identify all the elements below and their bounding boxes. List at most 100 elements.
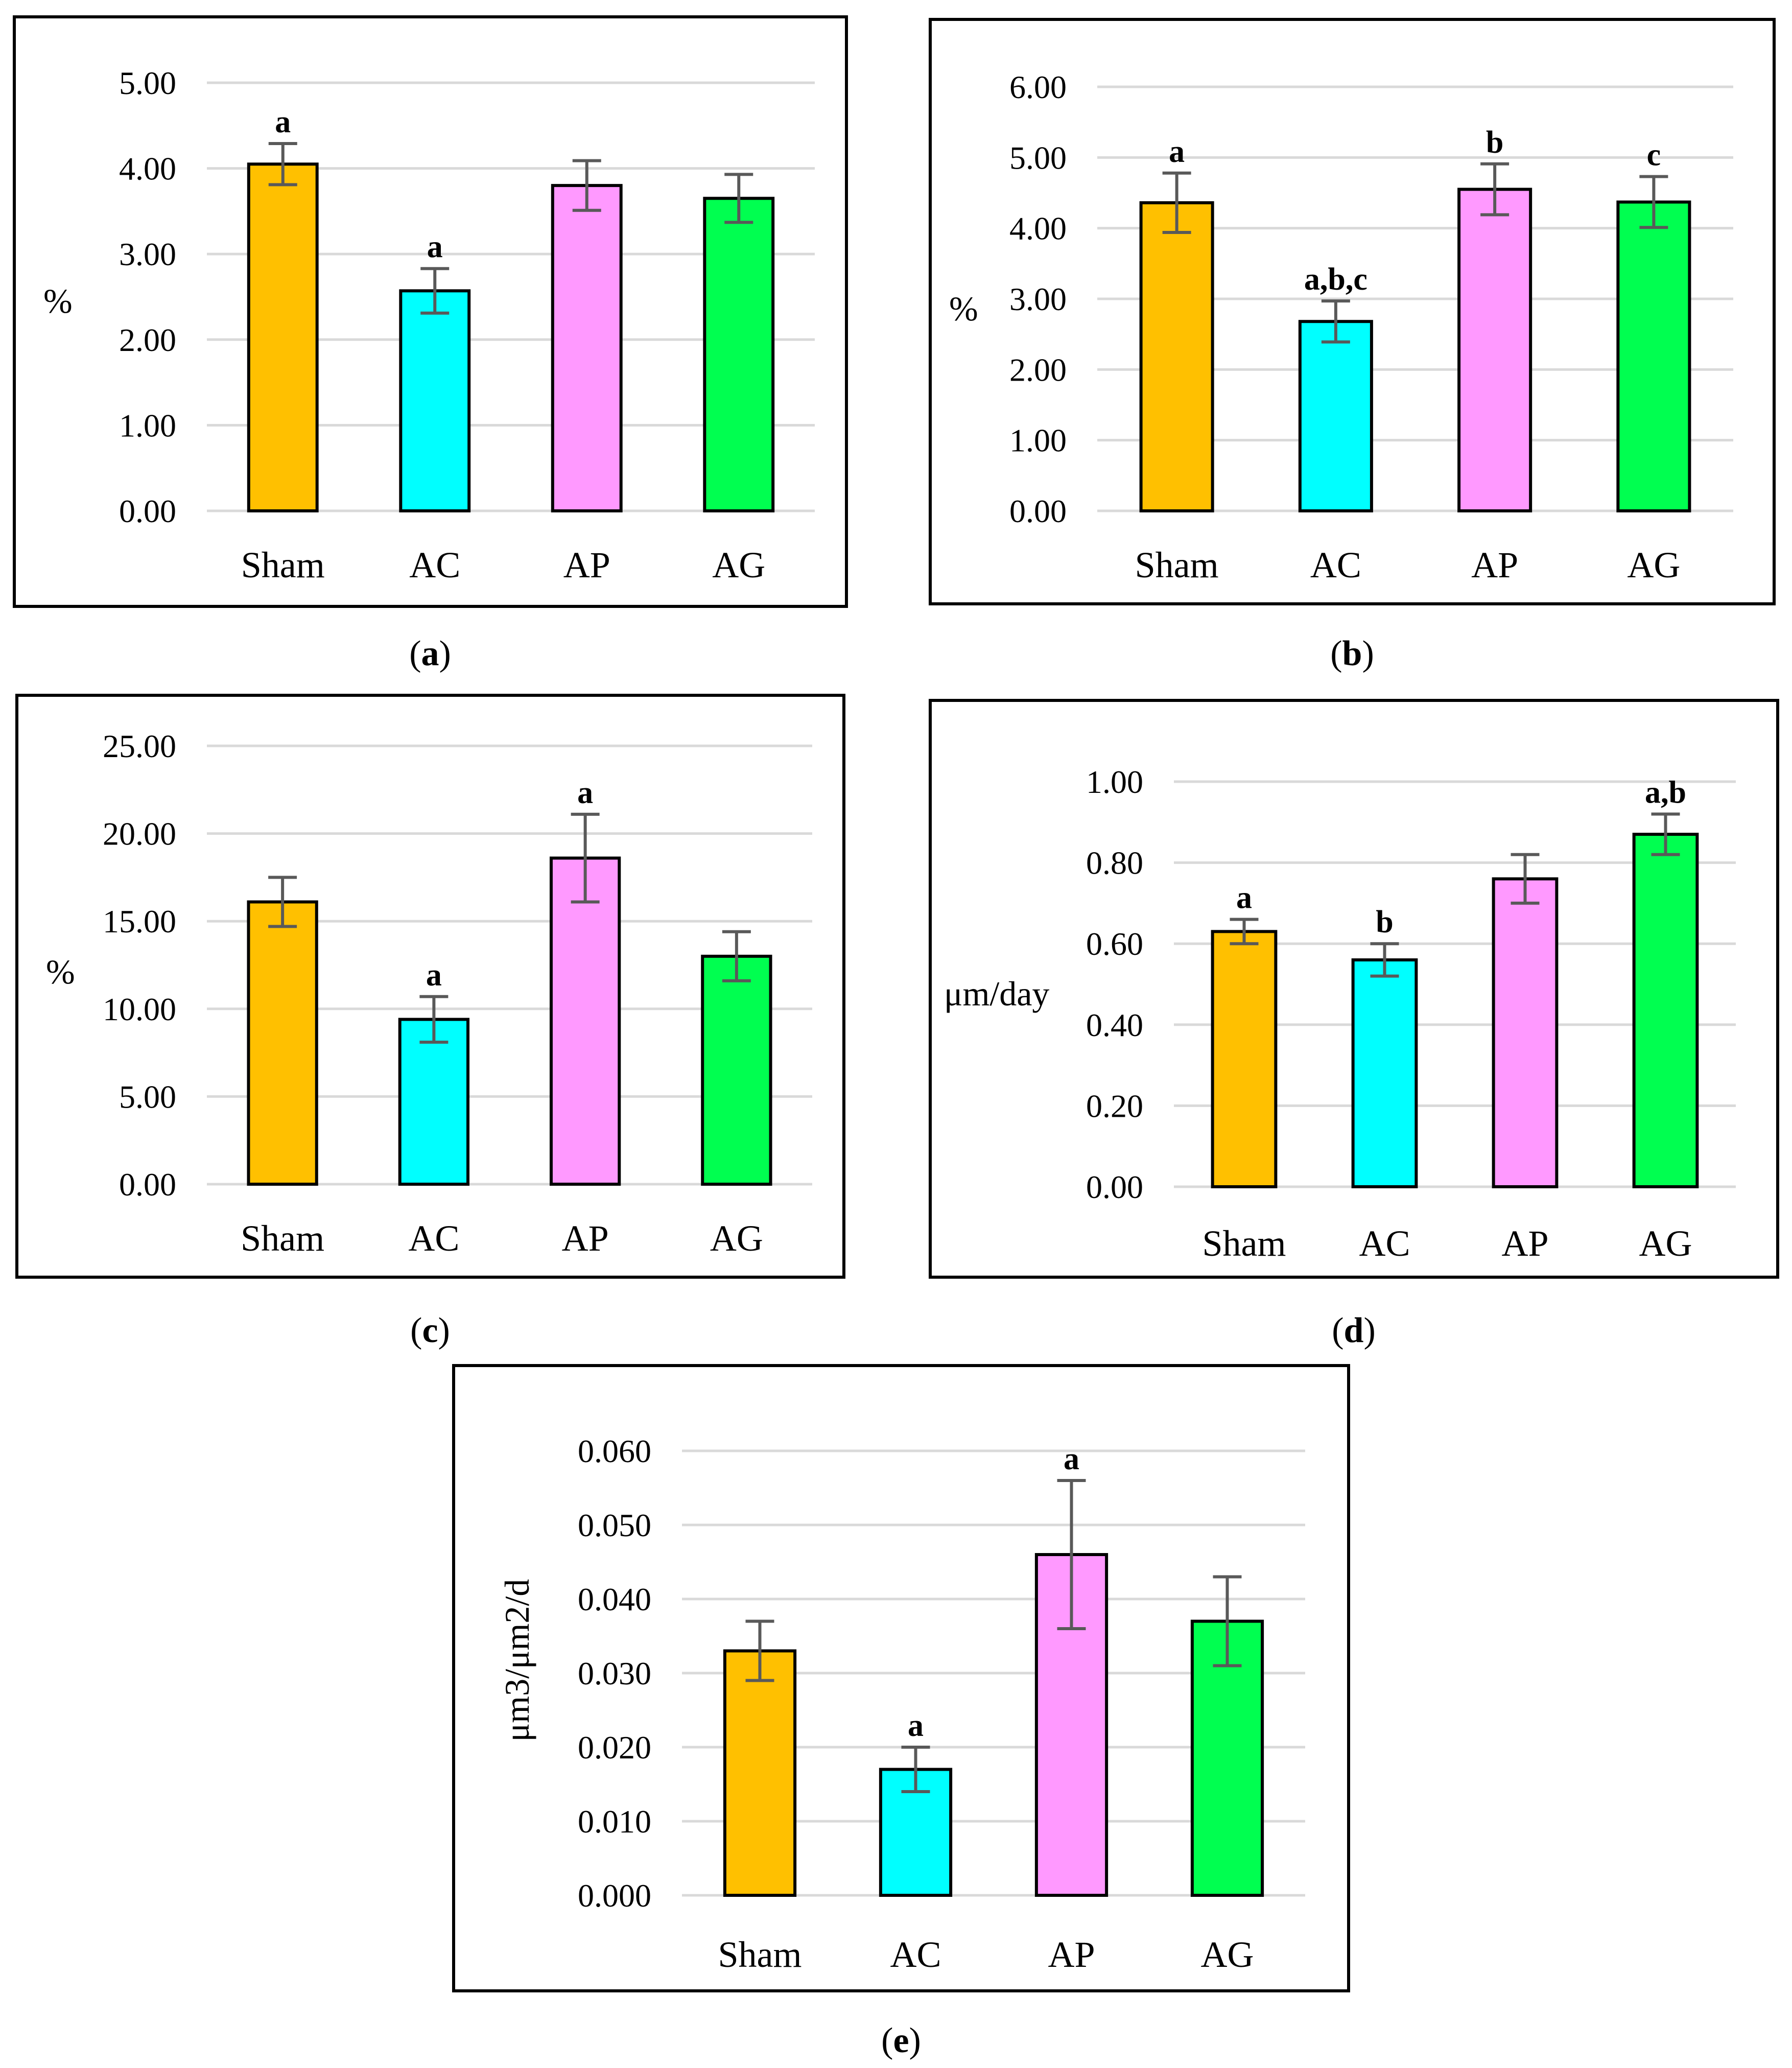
chart-b-ylabel: % [949, 289, 978, 328]
chart-e-category-label: Sham [718, 1934, 801, 1975]
chart-a-ytick-label: 4.00 [119, 151, 176, 187]
chart-d-errorbar-ap [1511, 853, 1540, 905]
chart-d-category-label: AP [1501, 1223, 1548, 1264]
chart-e-category-label: AC [890, 1934, 941, 1975]
chart-b-errorbar-sham [1162, 171, 1191, 234]
chart-c-bar-ap [549, 856, 621, 1186]
chart-a-bar-ag [703, 197, 775, 512]
chart-e-category-label: AP [1048, 1934, 1095, 1975]
chart-d-errorbar-ag [1651, 812, 1680, 856]
chart-b-ytick-label: 5.00 [1009, 139, 1067, 176]
chart-d-category-label: Sham [1202, 1223, 1286, 1264]
chart-a-ytick-label: 5.00 [119, 65, 176, 101]
chart-e-errorbar-ac [901, 1746, 930, 1793]
chart-c-category-label: AG [710, 1218, 763, 1259]
chart-b-errorbar-ag [1639, 175, 1668, 229]
chart-d-ytick-label: 0.40 [1086, 1007, 1143, 1043]
chart-b-ytick-label: 6.00 [1009, 69, 1067, 105]
chart-d-ytick-label: 0.00 [1086, 1169, 1143, 1205]
chart-e-errorbar-ag [1213, 1575, 1242, 1667]
chart-c-errorbar-ap [571, 812, 600, 904]
chart-a-ytick-label: 3.00 [119, 236, 176, 272]
chart-a-sig-label-sham: a [275, 105, 291, 139]
chart-a-category-label: AP [563, 545, 610, 585]
chart-b-ytick-label: 0.00 [1009, 493, 1067, 529]
chart-e-ytick-label: 0.040 [578, 1581, 651, 1617]
chart-a-errorbar-ac [420, 267, 450, 315]
chart-e-category-label: AG [1201, 1934, 1254, 1975]
chart-a-ylabel: % [43, 281, 73, 320]
chart-d-category-label: AC [1359, 1223, 1410, 1264]
chart-c-category-label: AP [562, 1218, 609, 1259]
caption-e: (e) [881, 2021, 921, 2060]
chart-d-errorbar-sham [1230, 918, 1259, 946]
chart-e-bar-sham [723, 1649, 797, 1897]
chart-d-bar-sham [1211, 930, 1278, 1188]
chart-c-svg: 0.00 5.00 10.00 15.00 20.00 25.00% Sham a AC a AP A… [15, 694, 845, 1279]
chart-d-ytick-label: 0.20 [1086, 1088, 1143, 1124]
chart-d-category-label: AG [1639, 1223, 1692, 1264]
chart-d-bar-ap [1492, 877, 1559, 1188]
chart-e-ytick-label: 0.060 [578, 1433, 651, 1469]
chart-e-errorbar-sham [745, 1619, 774, 1682]
chart-a-category-label: AC [409, 545, 460, 585]
caption-b: (b) [1330, 634, 1374, 673]
chart-d-ylabel: μm/day [944, 974, 1049, 1013]
chart-b-sig-label-sham: a [1169, 134, 1185, 169]
chart-a-ytick-label: 2.00 [119, 322, 176, 358]
chart-d-ytick-label: 0.60 [1086, 926, 1143, 962]
chart-d-svg: 0.00 0.20 0.40 0.60 0.80 1.00 μm/day a Sham b AC AP… [929, 699, 1779, 1279]
caption-c: (c) [410, 1311, 450, 1350]
chart-b-category-label: AG [1627, 545, 1680, 585]
chart-d-bar-ag [1632, 833, 1699, 1188]
chart-d-errorbar-ac [1370, 942, 1399, 978]
chart-e-ytick-label: 0.020 [578, 1729, 651, 1766]
chart-c-ytick-label: 20.00 [103, 816, 176, 852]
chart-e-ytick-label: 0.000 [578, 1877, 651, 1914]
chart-b-bar-ap [1457, 187, 1532, 513]
chart-d-ytick-label: 0.80 [1086, 845, 1143, 881]
chart-b-category-label: AP [1471, 545, 1518, 585]
chart-b-errorbar-ac [1321, 299, 1350, 344]
chart-b-sig-label-ac: a,b,c [1304, 262, 1367, 297]
chart-b-ytick-label: 1.00 [1009, 422, 1067, 459]
chart-c-ytick-label: 0.00 [119, 1166, 176, 1203]
chart-d-sig-label-ac: b [1376, 905, 1393, 939]
chart-b-ytick-label: 2.00 [1009, 351, 1067, 388]
chart-a-category-label: AG [712, 545, 765, 585]
chart-panel-c: 0.00 5.00 10.00 15.00 20.00 25.00% Sham a AC a AP A… [15, 694, 845, 1279]
chart-b-bar-sham [1139, 201, 1214, 513]
chart-panel-a: 0.00 1.00 2.00 3.00 4.00 5.00% a Sham a AC AP AG [13, 15, 848, 608]
chart-d-sig-label-ag: a,b [1645, 775, 1686, 810]
chart-b-ytick-label: 4.00 [1009, 210, 1067, 247]
chart-a-category-label: Sham [241, 545, 325, 585]
chart-c-bar-ag [701, 954, 772, 1186]
chart-e-ytick-label: 0.050 [578, 1507, 651, 1543]
chart-c-bar-sham [247, 900, 318, 1186]
chart-e-errorbar-ap [1057, 1479, 1086, 1630]
chart-d-bar-ac [1351, 958, 1418, 1188]
chart-c-bar-ac [398, 1018, 470, 1186]
chart-c-sig-label-ac: a [426, 958, 442, 993]
chart-e-sig-label-ac: a [908, 1708, 924, 1743]
chart-a-errorbar-ap [572, 159, 601, 212]
chart-c-ytick-label: 10.00 [103, 991, 176, 1027]
chart-c-category-label: Sham [241, 1218, 324, 1259]
chart-b-svg: 0.00 1.00 2.00 3.00 4.00 5.00 6.00% a Sham a,b,c A… [929, 18, 1776, 605]
chart-a-bar-sham [247, 162, 319, 513]
chart-e-ytick-label: 0.010 [578, 1803, 651, 1840]
chart-a-bar-ac [399, 289, 471, 512]
chart-e-ytick-label: 0.030 [578, 1655, 651, 1691]
chart-a-sig-label-ac: a [427, 230, 443, 265]
chart-panel-d: 0.00 0.20 0.40 0.60 0.80 1.00 μm/day a Sham b AC AP… [929, 699, 1779, 1279]
chart-e-sig-label-ap: a [1064, 1442, 1079, 1476]
caption-d: (d) [1332, 1311, 1376, 1350]
chart-panel-b: 0.00 1.00 2.00 3.00 4.00 5.00 6.00% a Sham a,b,c A… [929, 18, 1776, 605]
chart-c-ytick-label: 15.00 [103, 903, 176, 939]
chart-c-sig-label-ap: a [577, 776, 593, 810]
chart-c-ytick-label: 5.00 [119, 1078, 176, 1115]
chart-d-ytick-label: 1.00 [1086, 764, 1143, 800]
chart-e-ylabel: μm3/μm2/d [498, 1579, 536, 1742]
chart-b-sig-label-ag: c [1647, 138, 1661, 173]
chart-panel-e: 0.000 0.010 0.020 0.030 0.040 0.050 0.060 μm3/μ… [452, 1364, 1350, 1992]
